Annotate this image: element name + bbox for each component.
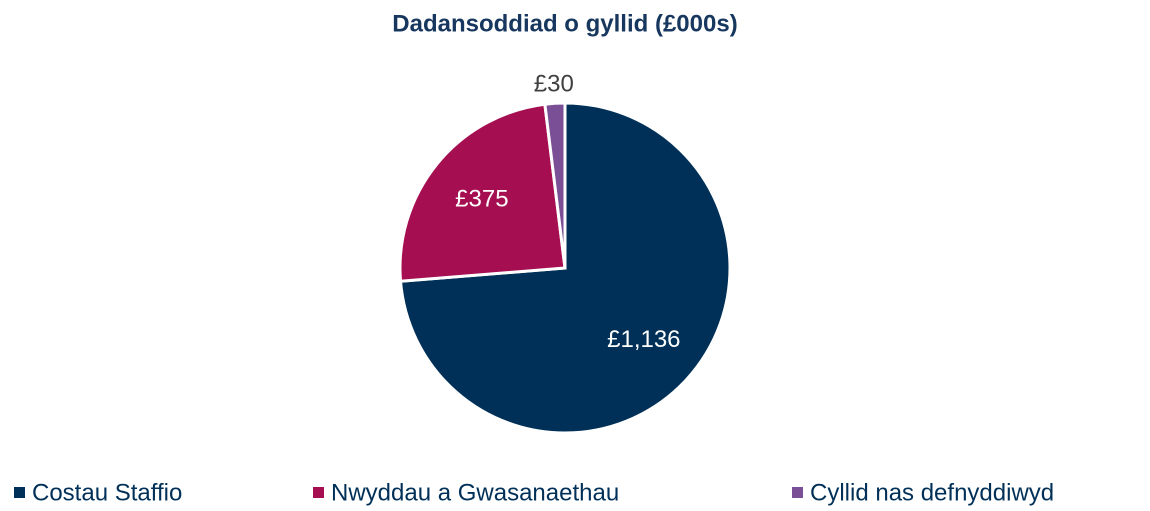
legend-swatch (792, 487, 803, 498)
chart-title: Dadansoddiad o gyllid (£000s) (392, 10, 737, 37)
legend-label: Costau Staffio (32, 479, 182, 506)
data-label: £30 (534, 71, 574, 98)
legend-label: Nwyddau a Gwasanaethau (331, 479, 619, 506)
legend-swatch (313, 487, 324, 498)
legend-swatch (14, 487, 25, 498)
legend-label: Cyllid nas defnyddiwyd (810, 479, 1054, 506)
data-label: £375 (455, 186, 508, 213)
pie-slice (543, 101, 567, 269)
pie-slice (398, 102, 567, 283)
data-label: £1,136 (607, 326, 680, 353)
